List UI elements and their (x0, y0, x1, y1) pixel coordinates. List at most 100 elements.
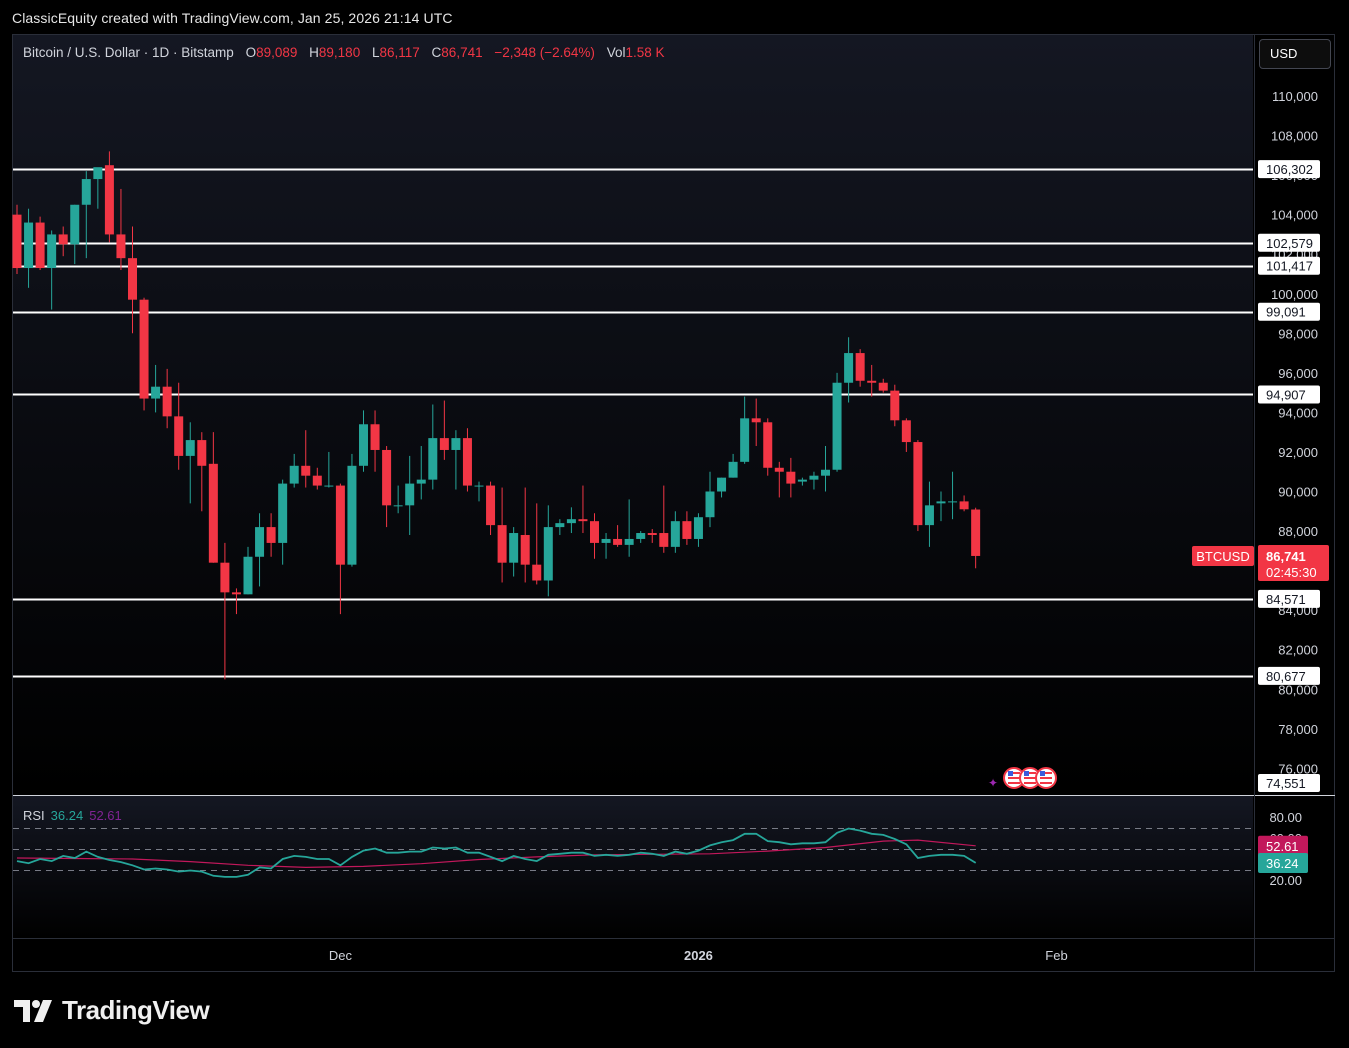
candle[interactable] (728, 453, 738, 478)
candle[interactable] (359, 410, 368, 472)
level-price-tag[interactable]: 106,302 (1258, 160, 1320, 179)
candle[interactable] (924, 481, 934, 547)
candle[interactable] (682, 511, 692, 545)
candle[interactable] (913, 440, 923, 532)
level-price-tag[interactable]: 80,677 (1258, 666, 1320, 685)
candle[interactable] (751, 398, 761, 447)
candle[interactable] (855, 349, 865, 387)
us-flag-event-icon[interactable] (1019, 767, 1041, 789)
candle[interactable] (659, 485, 669, 553)
candle[interactable] (312, 467, 322, 490)
candle[interactable] (555, 519, 565, 536)
level-price-tag[interactable]: 101,417 (1258, 256, 1320, 275)
candle[interactable] (370, 410, 380, 472)
sparkle-icon[interactable]: ✦ (988, 776, 998, 790)
candle[interactable] (705, 471, 715, 528)
candle[interactable] (647, 529, 657, 543)
candle[interactable] (486, 481, 496, 536)
candle[interactable] (93, 167, 103, 209)
candle[interactable] (116, 188, 126, 271)
candle[interactable] (47, 230, 57, 310)
candle[interactable] (255, 513, 265, 587)
legend-symbol[interactable]: Bitcoin / U.S. Dollar · 1D · Bitstamp (23, 45, 234, 60)
candle[interactable] (763, 418, 773, 476)
candle[interactable] (278, 479, 288, 565)
candle[interactable] (439, 400, 449, 460)
candle[interactable] (590, 513, 599, 559)
rsi-value-tag[interactable]: 36.24 (1258, 852, 1308, 873)
candle[interactable] (509, 527, 519, 577)
candle[interactable] (867, 364, 877, 397)
candle[interactable] (335, 483, 345, 615)
candle[interactable] (936, 491, 946, 522)
tradingview-logo[interactable]: TradingView (14, 995, 210, 1026)
candle[interactable] (832, 372, 842, 472)
candle[interactable] (878, 378, 888, 393)
candle[interactable] (139, 297, 149, 411)
candle[interactable] (231, 588, 241, 615)
candle[interactable] (174, 382, 184, 470)
candle[interactable] (578, 485, 588, 534)
level-price-tag[interactable]: 94,907 (1258, 385, 1320, 404)
candle[interactable] (543, 505, 553, 597)
us-flag-event-icon[interactable] (1003, 767, 1025, 789)
candle[interactable] (890, 384, 900, 427)
candle[interactable] (393, 485, 403, 514)
us-flag-event-icon[interactable] (1035, 767, 1057, 789)
candle[interactable] (740, 396, 750, 464)
candle[interactable] (324, 451, 334, 488)
rsi-ma-tag[interactable]: 52.61 (1258, 835, 1308, 856)
candle[interactable] (35, 216, 45, 271)
candle[interactable] (624, 499, 634, 557)
candle[interactable] (971, 507, 981, 569)
candle[interactable] (405, 455, 415, 536)
candle[interactable] (809, 471, 819, 490)
candle[interactable] (197, 432, 207, 512)
candle[interactable] (566, 507, 576, 534)
candle[interactable] (717, 477, 727, 498)
candle[interactable] (382, 446, 392, 528)
candle[interactable] (70, 204, 80, 265)
candle[interactable] (266, 513, 276, 557)
candle[interactable] (786, 457, 796, 498)
candle[interactable] (24, 208, 34, 288)
candle[interactable] (601, 533, 611, 559)
candle[interactable] (520, 487, 530, 583)
candle[interactable] (289, 453, 299, 488)
candle[interactable] (104, 151, 114, 243)
candle[interactable] (821, 446, 830, 492)
candle[interactable] (532, 503, 542, 585)
candle[interactable] (220, 542, 230, 680)
candle[interactable] (301, 430, 311, 488)
candle[interactable] (901, 418, 911, 452)
candle[interactable] (797, 477, 807, 486)
candle[interactable] (451, 430, 461, 490)
rsi-line[interactable] (16, 827, 977, 878)
candle[interactable] (636, 531, 646, 543)
candle[interactable] (844, 337, 854, 403)
candle[interactable] (151, 364, 161, 413)
candle[interactable] (58, 226, 68, 257)
candle[interactable] (693, 513, 703, 547)
level-price-tag[interactable]: 99,091 (1258, 302, 1320, 321)
candle[interactable] (162, 368, 172, 429)
candle[interactable] (462, 428, 472, 492)
candle[interactable] (474, 481, 484, 502)
currency-button[interactable]: USD (1259, 39, 1331, 69)
candle[interactable] (774, 461, 784, 498)
level-price-tag[interactable]: 74,551 (1258, 774, 1320, 792)
candle[interactable] (416, 446, 426, 500)
candle[interactable] (613, 525, 623, 547)
candle[interactable] (243, 546, 253, 595)
candle[interactable] (185, 422, 195, 504)
candle[interactable] (959, 495, 969, 512)
candle[interactable] (670, 511, 680, 553)
level-price-tag[interactable]: 102,579 (1258, 233, 1320, 252)
candle[interactable] (128, 226, 137, 334)
rsi-label[interactable]: RSI (23, 808, 45, 823)
candle[interactable] (208, 432, 218, 563)
level-price-tag[interactable]: 84,571 (1258, 589, 1320, 608)
candle[interactable] (12, 204, 22, 274)
